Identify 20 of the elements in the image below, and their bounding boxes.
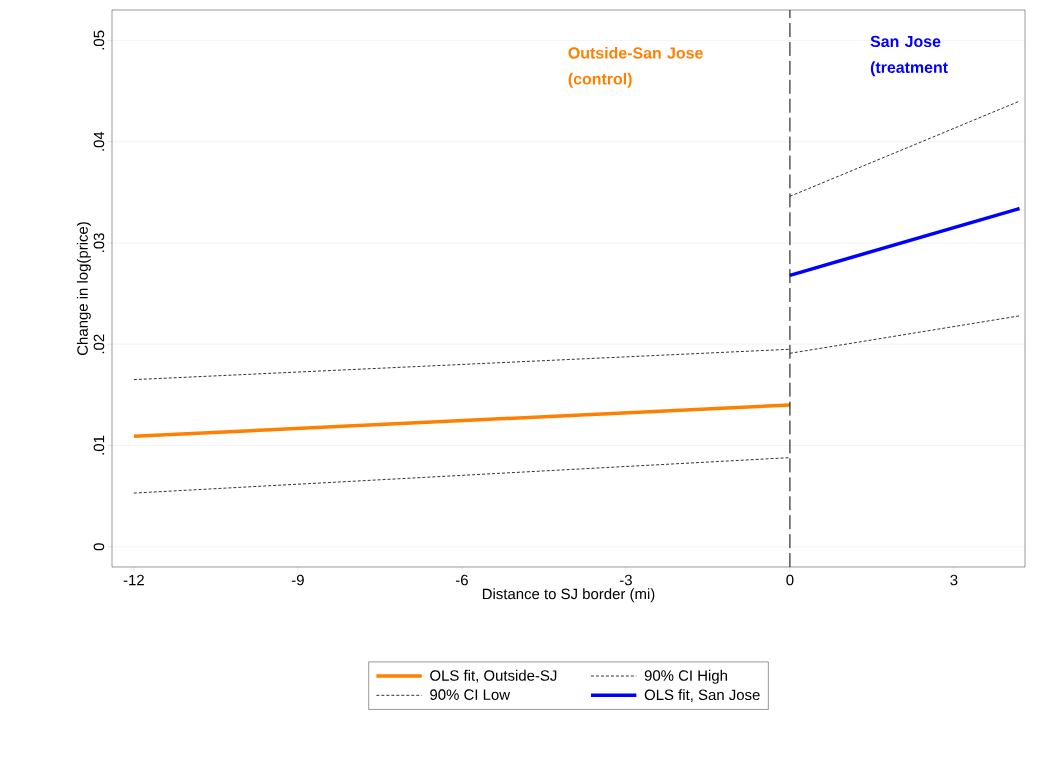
- legend-label: OLS fit, San Jose: [644, 689, 760, 702]
- y-tick-label: .03: [93, 233, 105, 252]
- x-tick-label: -6: [455, 574, 468, 586]
- annotation: Outside-San Jose (control): [568, 46, 703, 88]
- x-tick-label: 0: [786, 574, 794, 586]
- legend-label: OLS fit, Outside-SJ: [430, 669, 557, 683]
- y-tick-label: .01: [93, 435, 105, 455]
- annotation: San Jose (treatment: [870, 35, 948, 77]
- y-tick-label: .04: [93, 131, 105, 151]
- x-tick-label: -12: [123, 574, 144, 586]
- y-axis-title: Change in log(price): [76, 222, 91, 356]
- x-axis-title: Distance to SJ border (mi): [482, 588, 655, 603]
- y-tick-label: .02: [93, 334, 105, 354]
- y-tick-label: .05: [93, 30, 105, 50]
- x-tick-label: 3: [950, 574, 958, 586]
- x-tick-label: -3: [619, 574, 632, 586]
- y-tick-label: 0: [93, 543, 105, 551]
- x-tick-label: -9: [291, 574, 304, 586]
- legend-label: 90% CI High: [644, 669, 727, 684]
- legend-label: 90% CI Low: [430, 689, 511, 700]
